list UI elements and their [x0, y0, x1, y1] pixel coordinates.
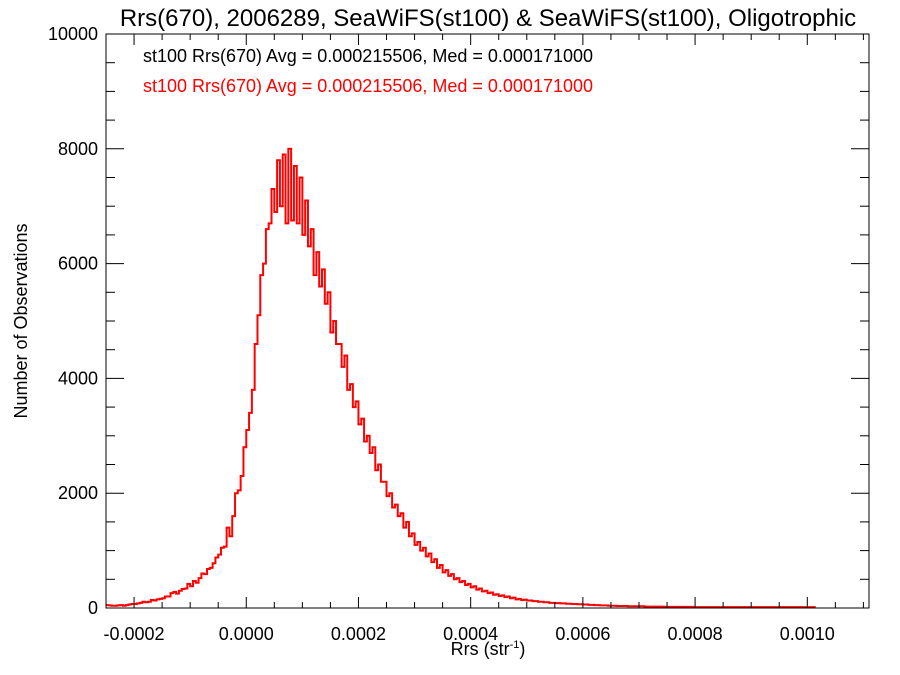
y-axis-label: Number of Observations [11, 223, 31, 418]
plot-area: -0.0002 0.0000 0.0002 0.0004 0.0006 0.0008 0.0… [48, 24, 870, 644]
y-tick-label: 6000 [58, 254, 98, 274]
x-axis-label-end: ) [519, 639, 525, 659]
x-tick-label: 0.0010 [780, 624, 835, 644]
x-tick-label: 0.0006 [555, 624, 610, 644]
histogram-series-line [106, 147, 816, 609]
x-tick-label: 0.0000 [219, 624, 274, 644]
chart-title: Rrs(670), 2006289, SeaWiFS(st100) & SeaW… [120, 5, 856, 32]
x-axis-label-superscript: -1 [510, 639, 520, 651]
x-axis-label-main: Rrs (str [451, 639, 510, 659]
x-tick-label: -0.0002 [104, 624, 165, 644]
x-tick-label: 0.0008 [668, 624, 723, 644]
x-tick-label: 0.0002 [331, 624, 386, 644]
y-tick-label: 8000 [58, 139, 98, 159]
x-axis-tick-labels: -0.0002 0.0000 0.0002 0.0004 0.0006 0.0008 0.0… [104, 624, 835, 644]
y-tick-label: 2000 [58, 483, 98, 503]
legend-entry-red: st100 Rrs(670) Avg = 0.000215506, Med = … [143, 76, 593, 96]
y-tick-label: 10000 [48, 24, 98, 44]
y-tick-label: 4000 [58, 368, 98, 388]
x-axis-ticks [105, 34, 864, 608]
y-axis-tick-labels: 0 2000 4000 6000 8000 10000 [48, 24, 98, 618]
x-tick-label: 0.0004 [443, 624, 498, 644]
y-tick-label: 0 [88, 598, 98, 618]
legend-entry-black: st100 Rrs(670) Avg = 0.000215506, Med = … [143, 46, 593, 66]
x-axis-label: Rrs (str-1) [451, 639, 526, 659]
y-axis-ticks [106, 33, 869, 609]
